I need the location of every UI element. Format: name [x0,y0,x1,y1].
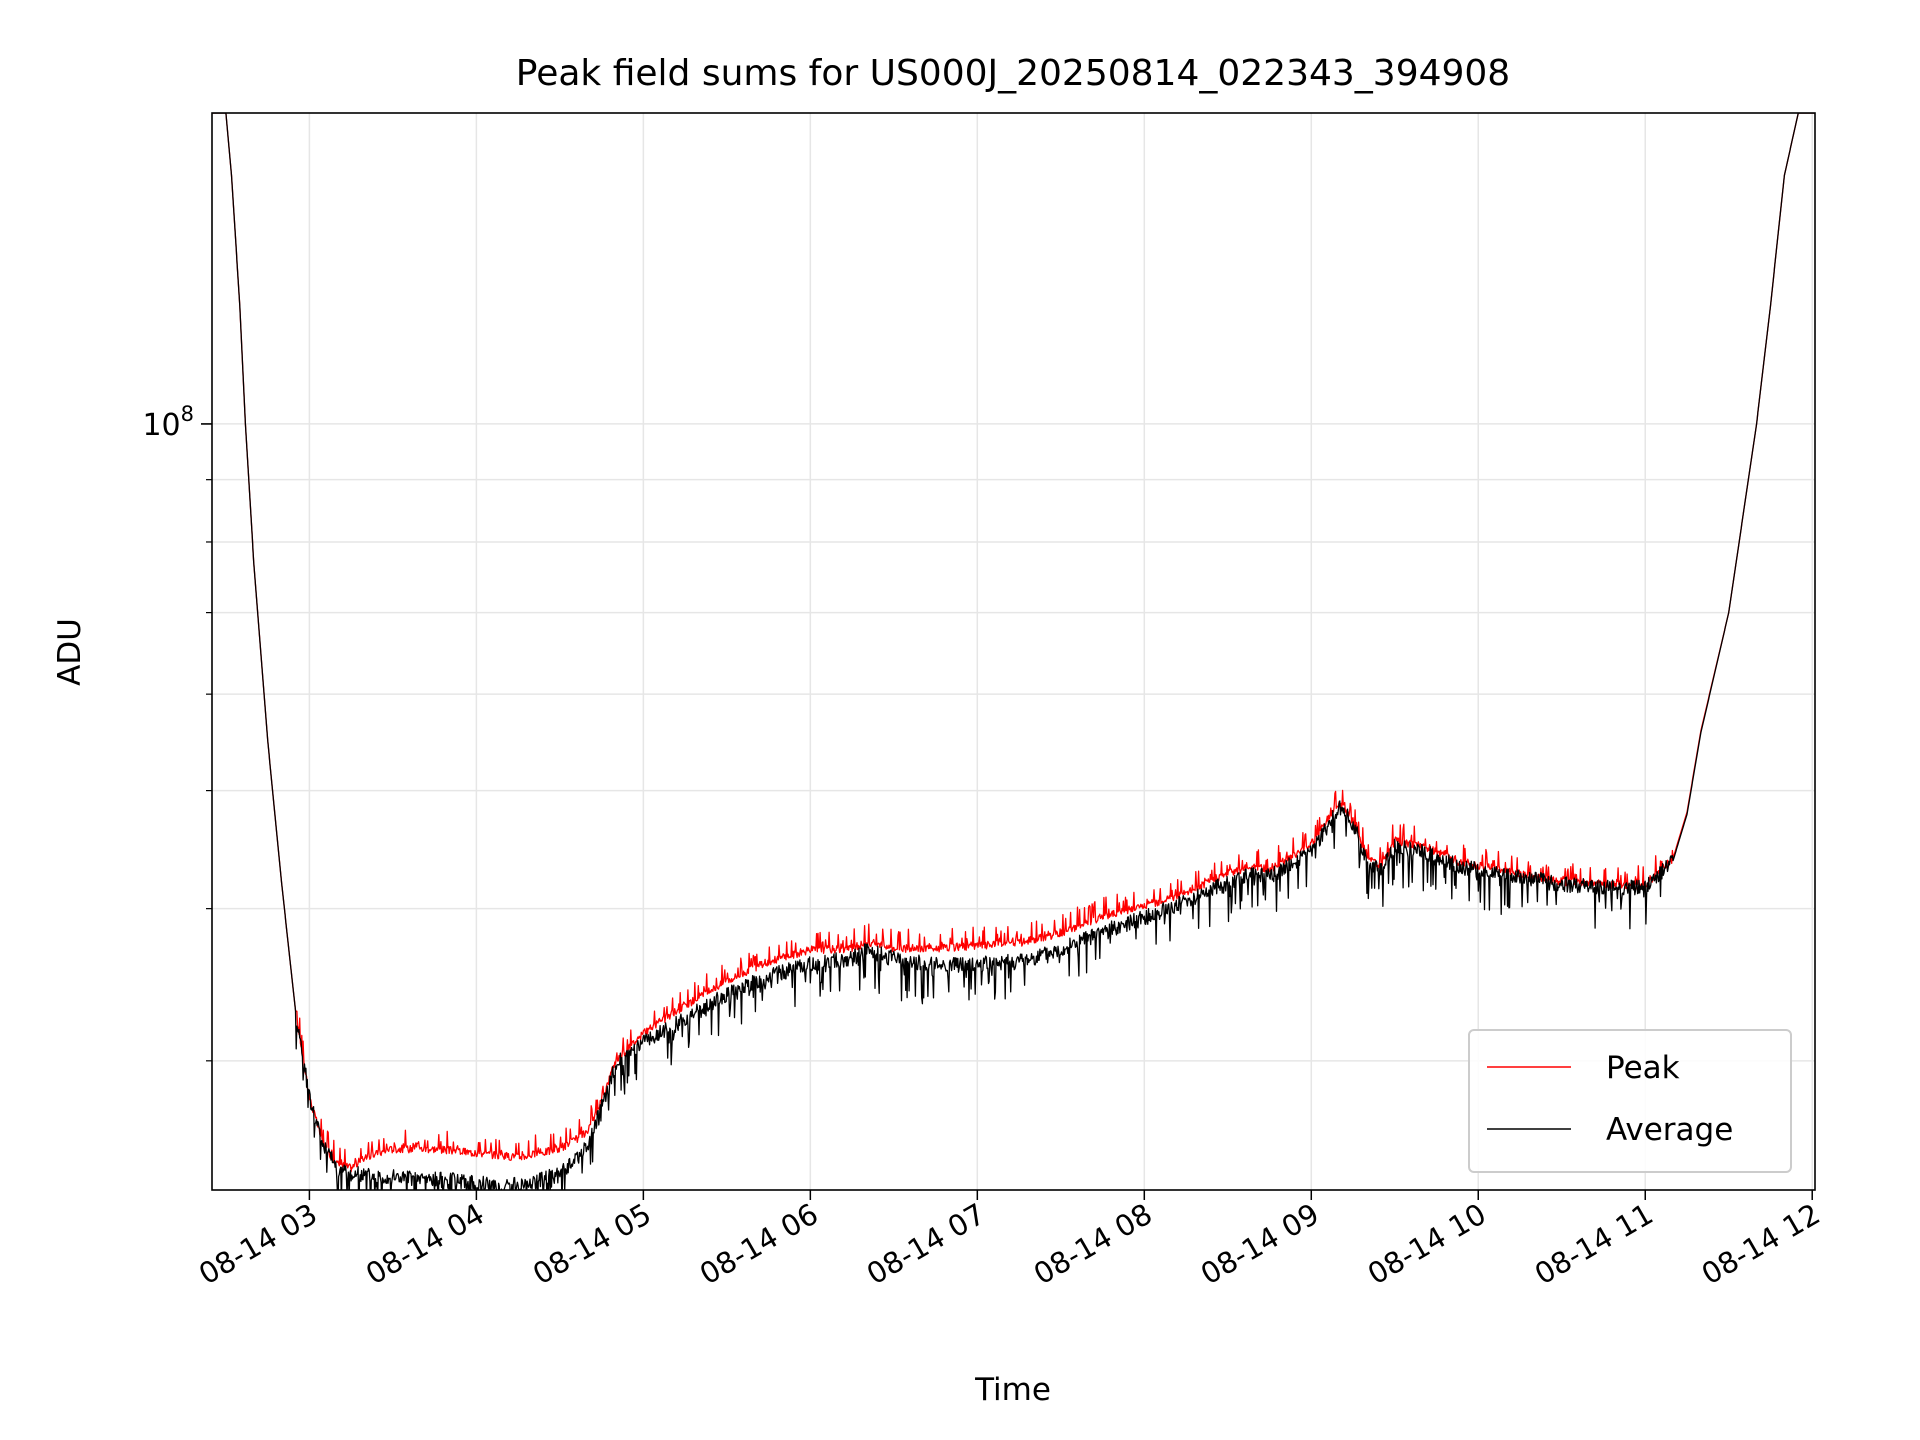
plot-frame [211,112,1816,1191]
y-axis-label: ADU [52,618,88,686]
legend: Peak Average [1468,1029,1792,1173]
series-line-average [212,113,1815,1190]
chart-title: Peak field sums for US000J_20250814_0223… [516,53,1510,94]
y-tick-exponent: 8 [181,402,194,426]
plot-lines [212,113,1815,1190]
x-axis-label: Time [974,1372,1051,1408]
y-axis-ticks: 108 [142,402,212,1062]
legend-average-label: Average [1606,1112,1733,1148]
y-tick-base: 10 [142,408,180,443]
y-tick-label: 108 [142,402,194,443]
legend-peak-label: Peak [1606,1050,1680,1086]
legend-box [1468,1029,1792,1173]
